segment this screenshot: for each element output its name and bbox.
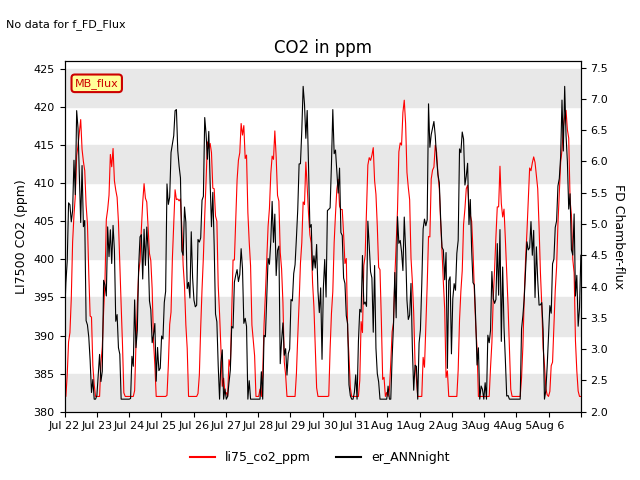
Y-axis label: LI7500 CO2 (ppm): LI7500 CO2 (ppm) <box>15 179 28 294</box>
Bar <box>65 69 581 107</box>
Title: CO2 in ppm: CO2 in ppm <box>274 39 372 57</box>
Bar <box>65 221 581 259</box>
Legend: li75_co2_ppm, er_ANNnight: li75_co2_ppm, er_ANNnight <box>186 446 454 469</box>
Bar <box>65 145 581 183</box>
Bar <box>65 298 581 336</box>
Bar <box>65 373 581 412</box>
Text: No data for f_FD_Flux: No data for f_FD_Flux <box>6 19 126 30</box>
Text: MB_flux: MB_flux <box>75 78 118 89</box>
Y-axis label: FD Chamber-flux: FD Chamber-flux <box>612 184 625 289</box>
